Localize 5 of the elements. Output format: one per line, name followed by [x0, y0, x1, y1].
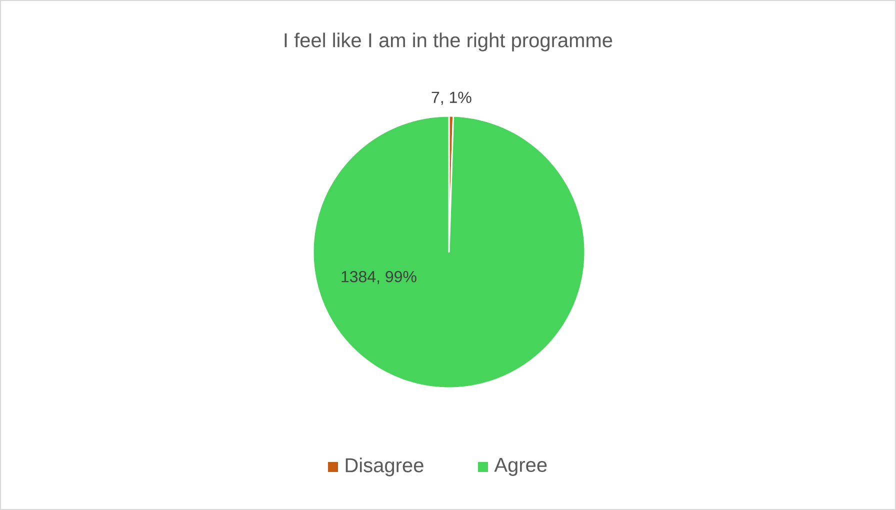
legend-label: Agree: [494, 458, 547, 476]
data-label: 1384, 99%: [342, 270, 416, 284]
legend-label: Disagree: [346, 458, 424, 476]
chart-title: I feel like I am in the right programme: [284, 32, 612, 52]
data-label: 7, 1%: [432, 92, 472, 105]
